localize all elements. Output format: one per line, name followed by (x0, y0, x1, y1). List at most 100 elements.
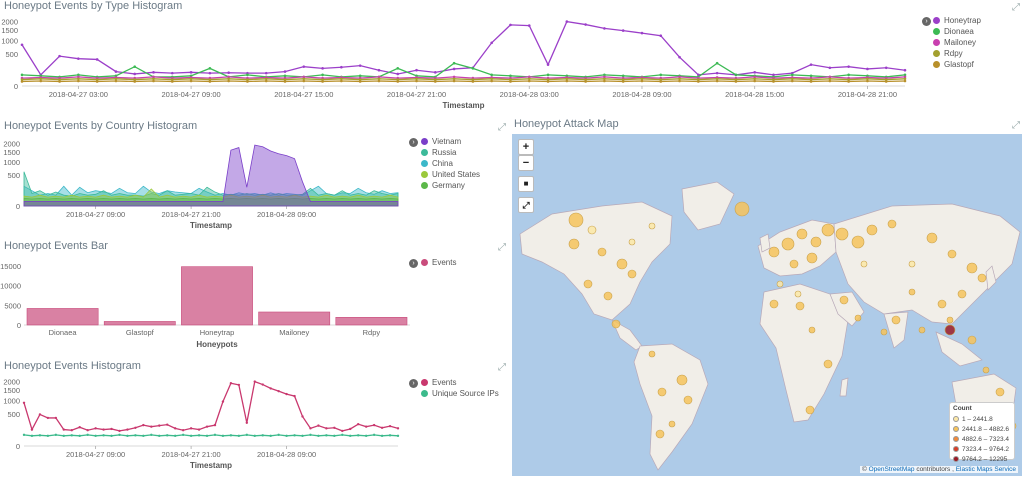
attack-marker[interactable] (918, 326, 926, 334)
data-point[interactable] (208, 71, 212, 75)
data-point[interactable] (509, 74, 512, 78)
data-point[interactable] (158, 424, 161, 427)
data-point[interactable] (358, 74, 362, 78)
legend-item[interactable]: Unique Source IPs (421, 388, 499, 399)
data-point[interactable] (264, 71, 268, 75)
attack-marker[interactable] (648, 350, 656, 358)
data-point[interactable] (78, 426, 81, 429)
data-point[interactable] (659, 73, 663, 77)
data-point[interactable] (264, 77, 268, 81)
attack-marker[interactable] (957, 289, 967, 299)
data-point[interactable] (277, 389, 280, 393)
data-point[interactable] (246, 73, 249, 77)
data-point[interactable] (142, 434, 145, 438)
attack-marker[interactable] (821, 223, 835, 237)
data-point[interactable] (903, 75, 907, 79)
attack-marker[interactable] (866, 224, 878, 236)
data-point[interactable] (94, 434, 97, 438)
data-point[interactable] (302, 79, 306, 83)
data-point[interactable] (213, 433, 217, 437)
data-point[interactable] (415, 77, 418, 81)
data-point[interactable] (253, 380, 256, 383)
data-point[interactable] (189, 77, 193, 81)
data-point[interactable] (434, 80, 437, 83)
data-point[interactable] (377, 68, 381, 72)
data-point[interactable] (341, 429, 344, 433)
data-point[interactable] (790, 73, 794, 77)
data-point[interactable] (317, 424, 320, 427)
data-point[interactable] (847, 78, 850, 81)
data-point[interactable] (884, 78, 888, 81)
attack-marker[interactable] (603, 291, 613, 301)
data-point[interactable] (380, 426, 384, 429)
bar-dionaea[interactable] (26, 308, 99, 326)
data-point[interactable] (189, 79, 193, 83)
data-point[interactable] (772, 80, 775, 83)
data-point[interactable] (380, 434, 384, 438)
data-point[interactable] (102, 428, 105, 431)
data-point[interactable] (317, 434, 320, 438)
legend-toggle-icon[interactable]: › (409, 379, 418, 388)
data-point[interactable] (245, 433, 249, 437)
data-point[interactable] (208, 78, 212, 81)
data-point[interactable] (388, 424, 392, 428)
data-point[interactable] (20, 73, 24, 77)
data-point[interactable] (95, 58, 99, 61)
attack-marker[interactable] (568, 238, 580, 250)
data-point[interactable] (309, 427, 312, 430)
data-point[interactable] (364, 434, 368, 438)
expand-icon[interactable]: ⤢ (498, 242, 506, 253)
data-point[interactable] (452, 75, 456, 79)
data-point[interactable] (86, 433, 89, 437)
data-point[interactable] (678, 77, 681, 81)
data-point[interactable] (22, 433, 26, 437)
data-point[interactable] (527, 77, 531, 81)
expand-icon[interactable]: ⤢ (1012, 2, 1020, 13)
data-point[interactable] (452, 77, 456, 81)
data-point[interactable] (170, 80, 174, 83)
data-point[interactable] (527, 75, 531, 79)
data-point[interactable] (753, 77, 757, 81)
legend-item[interactable]: Vietnam (421, 136, 480, 147)
attack-marker[interactable] (823, 359, 833, 369)
attack-marker[interactable] (734, 201, 750, 217)
legend-item[interactable]: Mailoney (933, 37, 981, 48)
expand-icon[interactable]: ⤢ (1012, 120, 1020, 131)
data-point[interactable] (372, 423, 376, 427)
data-point[interactable] (152, 79, 155, 83)
attack-marker[interactable] (583, 279, 593, 289)
data-point[interactable] (173, 427, 177, 430)
data-point[interactable] (221, 400, 225, 403)
data-point[interactable] (58, 80, 61, 83)
data-point[interactable] (22, 401, 26, 404)
data-point[interactable] (150, 425, 153, 428)
attack-marker[interactable] (926, 232, 938, 244)
data-point[interactable] (715, 79, 719, 83)
data-point[interactable] (293, 434, 296, 437)
legend-toggle-icon[interactable]: › (922, 17, 931, 26)
data-point[interactable] (341, 433, 344, 437)
legend-item[interactable]: Honeytrap (933, 15, 981, 26)
data-point[interactable] (229, 382, 233, 385)
data-point[interactable] (396, 78, 400, 81)
data-point[interactable] (866, 77, 869, 81)
data-point[interactable] (261, 383, 264, 386)
data-point[interactable] (715, 61, 719, 65)
data-point[interactable] (678, 75, 681, 79)
data-point[interactable] (659, 80, 663, 83)
data-point[interactable] (221, 434, 225, 438)
data-point[interactable] (325, 427, 328, 430)
legend-item[interactable]: Germany (421, 180, 480, 191)
data-point[interactable] (246, 78, 249, 81)
attack-marker[interactable] (781, 237, 795, 251)
legend-toggle-icon[interactable]: › (409, 259, 418, 268)
legend-item[interactable]: Dionaea (933, 26, 981, 37)
data-point[interactable] (166, 434, 169, 437)
attack-marker[interactable] (796, 228, 808, 240)
data-point[interactable] (678, 55, 681, 59)
data-point[interactable] (301, 415, 304, 418)
data-point[interactable] (584, 80, 587, 83)
data-point[interactable] (659, 34, 663, 37)
attack-marker[interactable] (587, 225, 597, 235)
data-point[interactable] (142, 423, 145, 427)
